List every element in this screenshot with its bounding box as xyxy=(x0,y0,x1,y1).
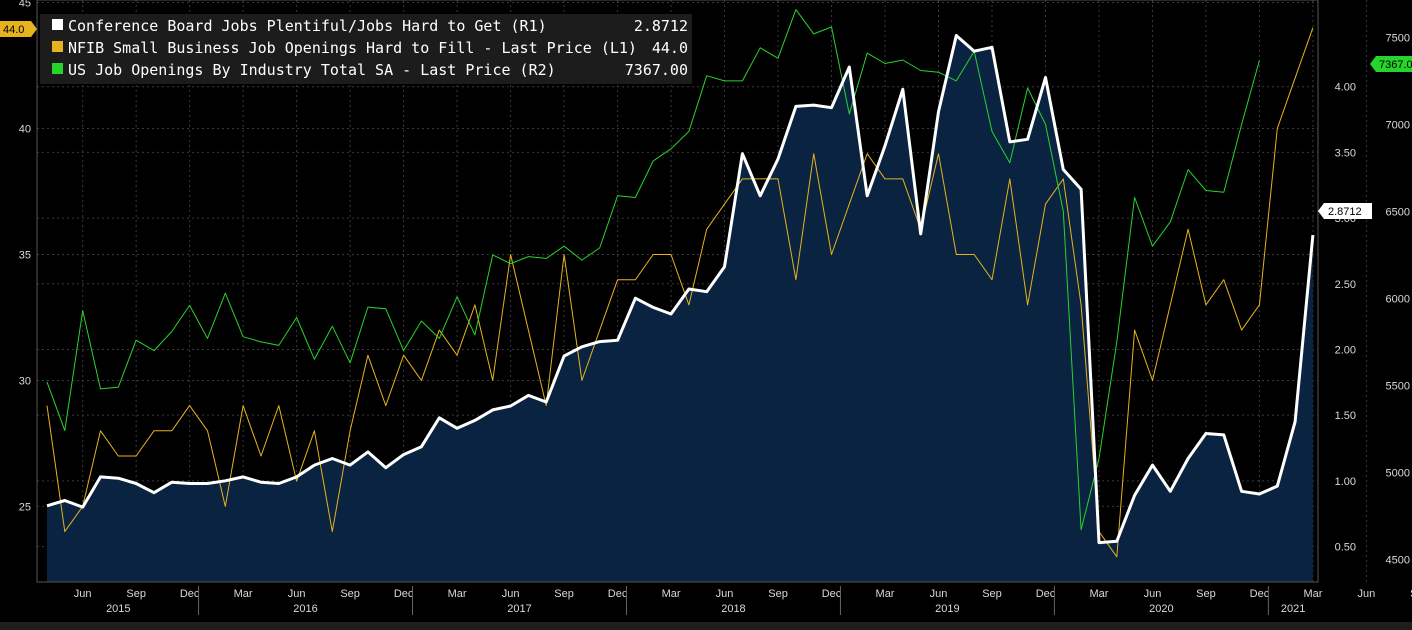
x-month-label: Jun xyxy=(1358,588,1376,600)
x-month-label: Sep xyxy=(340,588,360,600)
legend-value-l1: 44.0 xyxy=(652,39,688,57)
x-month-label: Sep xyxy=(554,588,574,600)
legend-label-l1: NFIB Small Business Job Openings Hard to… xyxy=(68,39,637,57)
x-month-label: Mar xyxy=(876,588,895,600)
left-last-badge xyxy=(0,21,37,37)
left-tick-label: 30 xyxy=(19,375,31,387)
r2-tick-label: 4500 xyxy=(1386,554,1410,566)
r1-last-badge xyxy=(1318,203,1372,219)
x-year-label: 2016 xyxy=(293,603,317,615)
bottom-strip xyxy=(0,622,1412,630)
r1-tick-label: 1.50 xyxy=(1335,410,1356,422)
r2-last-label: 7367.00 xyxy=(1379,59,1412,71)
x-month-label: Jun xyxy=(502,588,520,600)
value-badges: 44.0 2.8712 7367.00 xyxy=(0,21,1412,219)
r2-tick-label: 7500 xyxy=(1386,32,1410,44)
x-month-label: Sep xyxy=(1410,588,1412,600)
x-month-label: Mar xyxy=(448,588,467,600)
x-month-label: Mar xyxy=(1089,588,1108,600)
x-year-label: 2020 xyxy=(1149,603,1173,615)
x-month-label: Jun xyxy=(74,588,92,600)
x-year-label: 2015 xyxy=(106,603,130,615)
x-month-label: Jun xyxy=(716,588,734,600)
legend: Conference Board Jobs Plentiful/Jobs Har… xyxy=(40,14,692,84)
r1-tick-label: 2.00 xyxy=(1335,344,1356,356)
left-tick-label: 40 xyxy=(19,123,31,135)
legend-swatch-r1 xyxy=(52,19,63,30)
x-month-label: Mar xyxy=(662,588,681,600)
x-month-label: Dec xyxy=(608,588,628,600)
r1-tick-label: 1.00 xyxy=(1335,476,1356,488)
legend-label-r2: US Job Openings By Industry Total SA - L… xyxy=(68,61,556,79)
x-month-label: Mar xyxy=(1303,588,1322,600)
conference-board-line xyxy=(46,34,1315,545)
legend-box xyxy=(40,14,692,84)
x-month-label: Jun xyxy=(288,588,306,600)
r1-tick-label: 3.50 xyxy=(1335,147,1356,159)
x-month-label: Sep xyxy=(1196,588,1216,600)
job-openings-line xyxy=(46,9,1260,531)
r1-last-label: 2.8712 xyxy=(1328,206,1362,218)
series-lines xyxy=(46,9,1315,558)
x-year-label: 2019 xyxy=(935,603,959,615)
x-month-label: Sep xyxy=(982,588,1002,600)
x-month-label: Dec xyxy=(1250,588,1270,600)
x-year-label: 2017 xyxy=(507,603,531,615)
r1-tick-label: 0.50 xyxy=(1335,542,1356,554)
r2-tick-label: 6500 xyxy=(1386,206,1410,218)
legend-swatch-l1 xyxy=(52,41,63,52)
x-month-label: Jun xyxy=(930,588,948,600)
x-month-label: Dec xyxy=(1036,588,1056,600)
x-month-label: Jun xyxy=(1144,588,1162,600)
legend-value-r1: 2.8712 xyxy=(634,17,688,35)
left-tick-label: 25 xyxy=(19,501,31,513)
r1-area-fill xyxy=(47,35,1313,582)
x-month-label: Mar xyxy=(234,588,253,600)
x-month-label: Sep xyxy=(126,588,146,600)
x-year-label: 2021 xyxy=(1281,603,1305,615)
plot-frame xyxy=(36,0,1319,583)
legend-label-r1: Conference Board Jobs Plentiful/Jobs Har… xyxy=(68,17,547,35)
legend-swatch-r2 xyxy=(52,63,63,74)
r2-last-badge xyxy=(1370,56,1412,72)
left-last-label: 44.0 xyxy=(3,24,24,36)
r1-tick-label: 2.50 xyxy=(1335,279,1356,291)
r1-tick-label: 4.00 xyxy=(1335,82,1356,94)
x-month-label: Dec xyxy=(822,588,842,600)
r2-tick-label: 5500 xyxy=(1386,380,1410,392)
x-year-label: 2018 xyxy=(721,603,745,615)
x-month-label: Sep xyxy=(768,588,788,600)
r2-tick-label: 6000 xyxy=(1386,293,1410,305)
r2-tick-label: 5000 xyxy=(1386,467,1410,479)
r1-area xyxy=(47,35,1313,582)
r2-tick-label: 7000 xyxy=(1386,119,1410,131)
legend-value-r2: 7367.00 xyxy=(625,61,688,79)
x-month-label: Dec xyxy=(180,588,200,600)
nfib-line xyxy=(46,27,1314,558)
left-tick-label: 45 xyxy=(19,0,31,10)
x-month-label: Dec xyxy=(394,588,414,600)
left-tick-label: 35 xyxy=(19,249,31,261)
